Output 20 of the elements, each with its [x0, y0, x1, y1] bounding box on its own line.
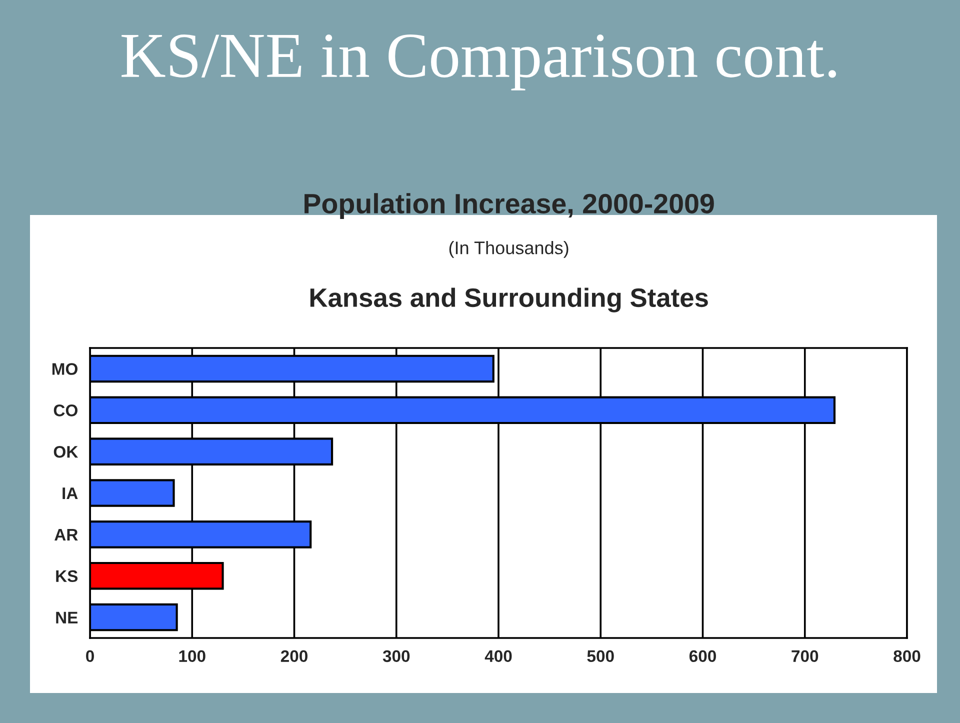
x-tick-label: 200	[280, 650, 308, 662]
x-tick-label: 600	[689, 650, 716, 662]
x-tick-label: 500	[587, 650, 614, 662]
text: Kansas and Surrounding States	[310, 288, 708, 312]
y-tick-label: AR	[54, 529, 78, 540]
x-tick-label: 800	[894, 650, 920, 662]
x-tick-label: 100	[179, 650, 206, 662]
y-tick-label: MO	[52, 363, 78, 375]
y-tick-label: KS	[56, 570, 78, 582]
x-tick-label: 700	[792, 650, 818, 662]
x-tick-label: 300	[382, 650, 410, 662]
y-tick-label: OK	[54, 446, 78, 458]
y-tick-label: IA	[62, 488, 78, 500]
y-tick-label: CO	[54, 404, 78, 416]
x-tick-label: 0	[86, 650, 94, 662]
text: (In Thousands)	[449, 241, 568, 258]
x-tick-label: 400	[484, 650, 512, 662]
chart-subtitle: Population Increase, 2000-2009	[304, 193, 714, 219]
y-tick-label: NE	[56, 612, 78, 624]
chart-title: KS/NE in Comparison cont.	[122, 34, 836, 90]
